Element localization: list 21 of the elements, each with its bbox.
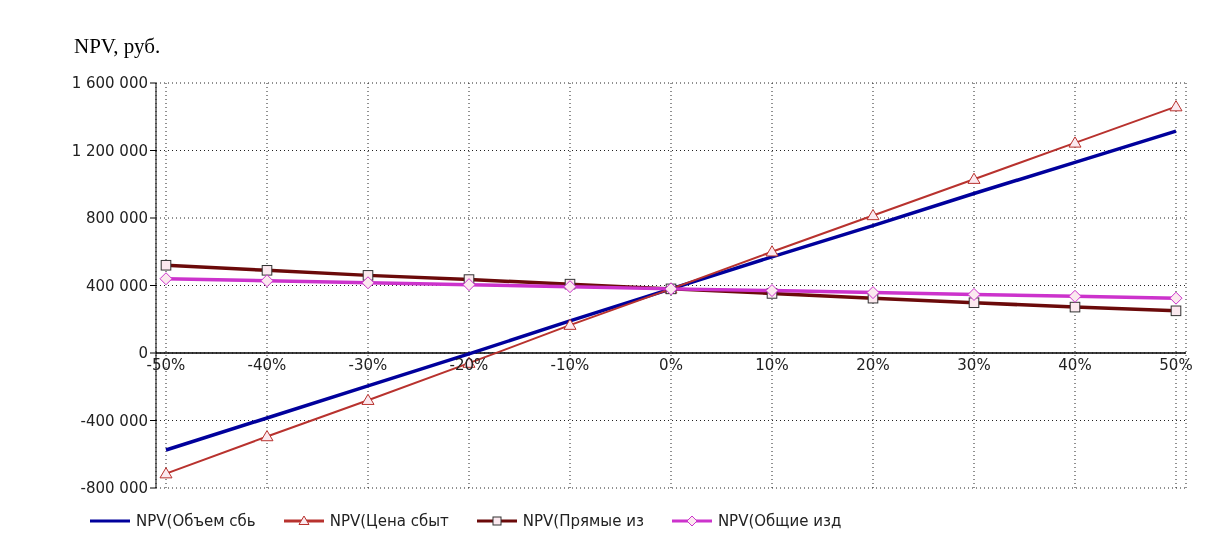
y-tick-label: -400 000 xyxy=(80,411,148,430)
x-tick-label: -40% xyxy=(247,355,287,374)
x-tick-label: 30% xyxy=(957,355,991,374)
x-tick-label: 50% xyxy=(1159,355,1193,374)
y-tick-label: 800 000 xyxy=(85,209,148,228)
y-tick-label: 400 000 xyxy=(85,276,148,295)
x-tick-label: 20% xyxy=(856,355,890,374)
legend-label: NPV(Общие изд xyxy=(716,512,842,530)
y-tick-label: 1 600 000 xyxy=(71,74,148,93)
x-tick-label: -10% xyxy=(550,355,590,374)
y-tick-label: -800 000 xyxy=(80,479,148,498)
y-tick-label: 0 xyxy=(138,344,148,363)
y-tick-label: 1 200 000 xyxy=(71,141,148,160)
chart-title: NPV, руб. xyxy=(74,34,161,59)
x-tick-label: 10% xyxy=(755,355,789,374)
legend-label: NPV(Прямые из xyxy=(521,512,644,530)
x-tick-label: -30% xyxy=(348,355,388,374)
legend-label: NPV(Объем сбь xyxy=(135,512,256,530)
legend-label: NPV(Цена сбыт xyxy=(328,512,449,530)
x-tick-label: 0% xyxy=(659,355,683,374)
x-tick-label: 40% xyxy=(1058,355,1092,374)
